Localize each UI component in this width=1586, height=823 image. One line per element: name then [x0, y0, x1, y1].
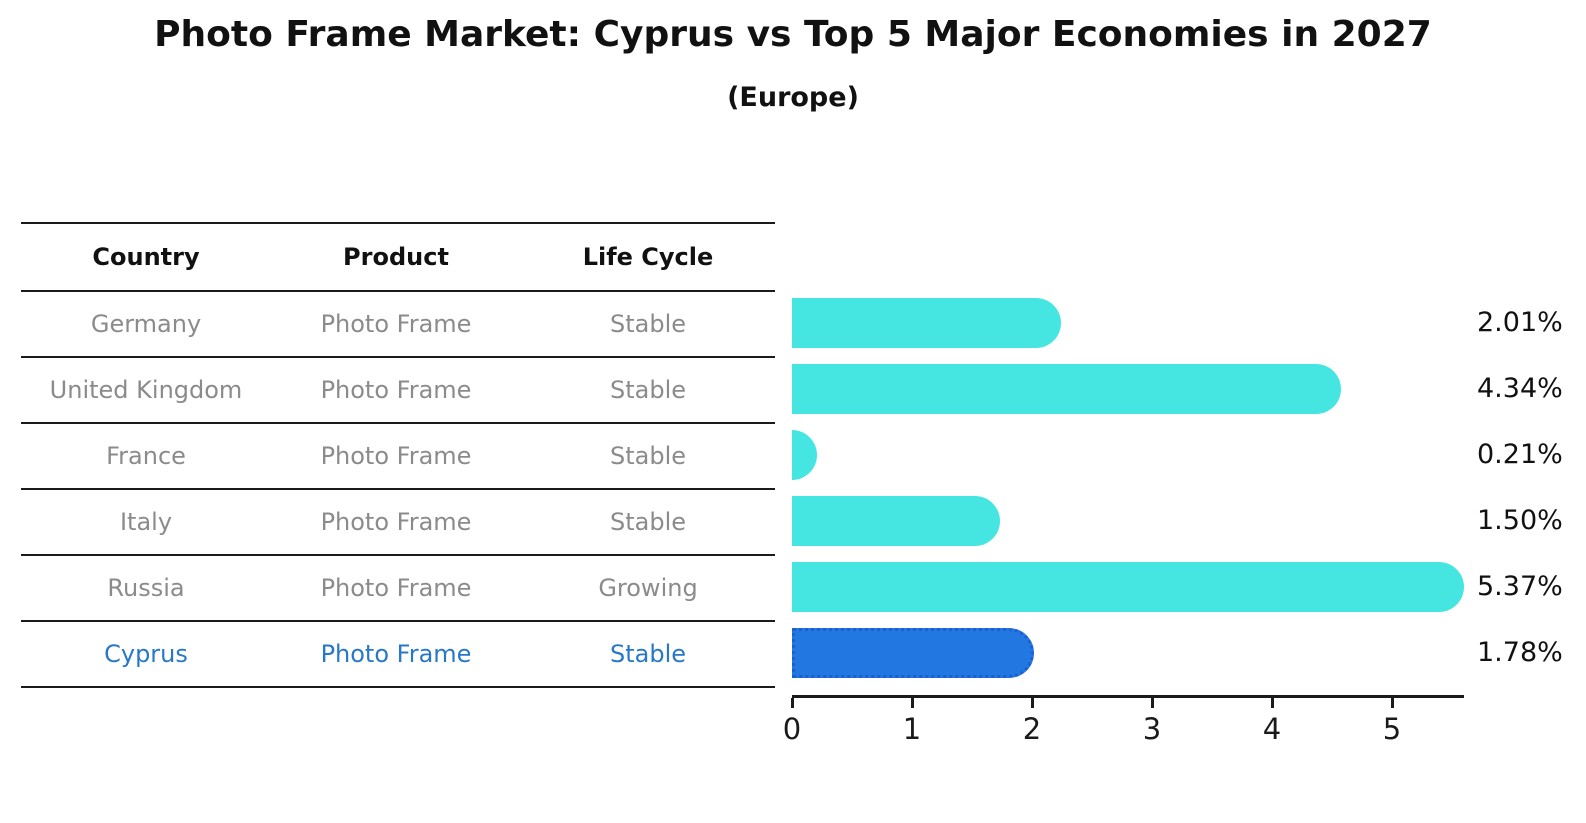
x-axis-tick [1151, 698, 1154, 708]
bar-france [792, 430, 817, 480]
value-label-russia: 5.37% [1477, 571, 1563, 602]
value-label-france: 0.21% [1477, 439, 1563, 470]
bar-chart: 2.01% 4.34% 0.21% 1.50% 5.37% 1.78% 0 1 2 3 4 5 [783, 222, 1586, 762]
cell-life-cycle: Stable [609, 310, 687, 338]
value-label-italy: 1.50% [1477, 505, 1563, 536]
value-label-united-kingdom: 4.34% [1477, 373, 1563, 404]
x-axis-tick-label: 0 [782, 712, 802, 746]
cell-product: Photo Frame [320, 442, 472, 470]
cell-country: United Kingdom [49, 376, 243, 404]
bar-united-kingdom [792, 364, 1341, 414]
cell-country: Russia [107, 574, 185, 602]
cell-life-cycle: Stable [609, 376, 687, 404]
x-axis-tick-label: 5 [1382, 712, 1402, 746]
x-axis-tick [1031, 698, 1034, 708]
bar-russia [792, 562, 1464, 612]
x-axis-tick-label: 1 [902, 712, 922, 746]
page-title: Photo Frame Market: Cyprus vs Top 5 Majo… [154, 14, 1432, 55]
header-lifecycle: Life Cycle [582, 243, 714, 271]
cell-product: Photo Frame [320, 376, 472, 404]
value-label-germany: 2.01% [1477, 307, 1563, 338]
table-header-row: Country Product Life Cycle [21, 224, 775, 292]
bar-italy [792, 496, 1000, 546]
table-row-cyprus: Cyprus Photo Frame Stable [21, 622, 775, 688]
cell-product: Photo Frame [320, 640, 472, 668]
x-axis-tick-label: 3 [1142, 712, 1162, 746]
cell-life-cycle: Growing [598, 574, 698, 602]
x-axis-tick [911, 698, 914, 708]
cell-product: Photo Frame [320, 574, 472, 602]
x-axis-line [792, 695, 1464, 698]
x-axis-tick [1271, 698, 1274, 708]
comparison-table: Country Product Life Cycle Germany Photo … [21, 222, 775, 688]
table-row-italy: Italy Photo Frame Stable [21, 490, 775, 556]
table-row-russia: Russia Photo Frame Growing [21, 556, 775, 622]
cell-country: Italy [119, 508, 173, 536]
header-country: Country [92, 243, 200, 271]
page-subtitle: (Europe) [727, 82, 859, 113]
x-axis-tick-label: 4 [1262, 712, 1282, 746]
x-axis-tick [791, 698, 794, 708]
table-row-france: France Photo Frame Stable [21, 424, 775, 490]
x-axis-tick [1391, 698, 1394, 708]
cell-life-cycle: Stable [609, 508, 687, 536]
value-label-cyprus: 1.78% [1477, 637, 1563, 668]
table-row-germany: Germany Photo Frame Stable [21, 292, 775, 358]
cell-life-cycle: Stable [609, 442, 687, 470]
cell-country: Germany [90, 310, 202, 338]
cell-product: Photo Frame [320, 508, 472, 536]
bar-cyprus [792, 628, 1034, 678]
bar-germany [792, 298, 1061, 348]
cell-country: France [106, 442, 186, 470]
cell-life-cycle: Stable [609, 640, 687, 668]
table-row-united-kingdom: United Kingdom Photo Frame Stable [21, 358, 775, 424]
header-product: Product [343, 243, 449, 271]
cell-country: Cyprus [104, 640, 188, 668]
x-axis-tick-label: 2 [1022, 712, 1042, 746]
cell-product: Photo Frame [320, 310, 472, 338]
table-body: Germany Photo Frame Stable United Kingdom Ph… [21, 292, 775, 688]
